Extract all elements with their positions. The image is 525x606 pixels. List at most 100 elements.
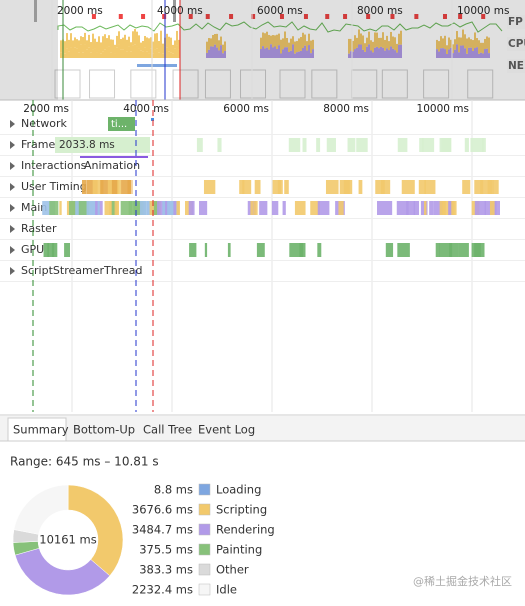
cpu-bar bbox=[482, 42, 484, 54]
frame-warn bbox=[458, 14, 463, 19]
cpu-bar bbox=[392, 48, 394, 58]
cpu-bar bbox=[160, 45, 162, 58]
cpu-bar bbox=[292, 44, 294, 58]
cpu-bar bbox=[80, 44, 82, 58]
overview-label-bg bbox=[507, 37, 525, 51]
cpu-bar bbox=[376, 32, 378, 47]
event bbox=[474, 180, 484, 194]
event bbox=[272, 180, 282, 194]
event bbox=[242, 180, 245, 194]
cpu-bar bbox=[446, 45, 448, 54]
cpu-bar bbox=[260, 37, 262, 50]
event bbox=[196, 138, 203, 152]
cpu-bar bbox=[136, 46, 138, 58]
cpu-bar bbox=[350, 38, 352, 52]
cpu-bar bbox=[212, 46, 214, 58]
expand-arrow bbox=[10, 141, 15, 149]
event bbox=[191, 201, 195, 215]
cpu-bar bbox=[382, 47, 384, 58]
cpu-bar bbox=[216, 33, 218, 48]
tab[interactable]: Bottom-Up bbox=[73, 423, 135, 437]
cpu-bar bbox=[262, 46, 264, 58]
event bbox=[302, 138, 307, 152]
cpu-bar bbox=[380, 37, 382, 47]
cpu-bar bbox=[66, 33, 68, 49]
track-name: ScriptStreamerThread bbox=[21, 264, 142, 277]
cpu-bar bbox=[116, 35, 118, 48]
track-name: Main bbox=[21, 201, 47, 214]
cpu-bar bbox=[304, 45, 306, 58]
cpu-bar bbox=[100, 53, 102, 58]
event bbox=[377, 201, 387, 215]
cpu-bar bbox=[474, 32, 476, 49]
cpu-bar bbox=[210, 46, 212, 58]
cpu-bar bbox=[178, 49, 180, 58]
cpu-bar bbox=[390, 31, 392, 47]
tab[interactable]: Call Tree bbox=[143, 423, 192, 437]
event bbox=[421, 138, 435, 152]
tab[interactable]: Event Log bbox=[198, 423, 255, 437]
cpu-bar bbox=[372, 41, 374, 53]
cpu-bar bbox=[208, 38, 210, 50]
cpu-bar bbox=[370, 40, 372, 51]
cpu-bar bbox=[206, 52, 208, 58]
cpu-bar bbox=[146, 51, 148, 58]
cpu-bar bbox=[348, 38, 350, 54]
cpu-bar bbox=[364, 51, 366, 58]
cpu-bar bbox=[366, 37, 368, 47]
event bbox=[92, 180, 104, 194]
frame-warn bbox=[303, 14, 308, 19]
event bbox=[120, 201, 133, 215]
cpu-bar bbox=[304, 34, 306, 46]
cpu-bar bbox=[310, 53, 312, 58]
track-name: User Timing bbox=[21, 180, 87, 193]
cpu-bar bbox=[154, 49, 156, 58]
event bbox=[338, 201, 344, 215]
cpu-bar bbox=[96, 52, 98, 58]
cpu-bar bbox=[214, 33, 216, 45]
cpu-bar bbox=[144, 35, 146, 48]
cpu-bar bbox=[110, 52, 112, 58]
cpu-bar bbox=[128, 46, 130, 58]
tab[interactable]: Summary bbox=[13, 423, 69, 437]
cpu-bar bbox=[100, 42, 102, 54]
cpu-bar bbox=[78, 52, 80, 58]
event bbox=[167, 201, 180, 215]
cpu-bar bbox=[436, 39, 438, 50]
cpu-bar bbox=[464, 34, 466, 49]
expand-arrow bbox=[10, 183, 15, 191]
cpu-bar bbox=[112, 49, 114, 58]
cpu-bar bbox=[382, 32, 384, 48]
cpu-bar bbox=[472, 51, 474, 58]
event bbox=[317, 201, 330, 215]
event bbox=[259, 201, 268, 215]
cpu-bar bbox=[206, 41, 208, 53]
range: Range: 645 ms – 10.81 s bbox=[10, 455, 159, 469]
cpu-bar bbox=[286, 37, 288, 48]
cpu-bar bbox=[298, 38, 300, 52]
cpu-bar bbox=[360, 33, 362, 45]
event bbox=[494, 201, 500, 215]
frame bbox=[55, 137, 150, 153]
cpu-bar bbox=[104, 49, 106, 58]
donut-total: 10161 ms bbox=[39, 533, 96, 547]
cpu-bar bbox=[284, 31, 286, 48]
legend-value: 2232.4 ms bbox=[132, 583, 193, 597]
event bbox=[358, 180, 363, 194]
cpu-bar bbox=[60, 40, 62, 53]
event bbox=[449, 243, 459, 257]
cpu-bar bbox=[476, 38, 478, 48]
cpu-bar bbox=[90, 42, 92, 53]
cpu-bar bbox=[122, 49, 124, 58]
cpu-bar bbox=[272, 47, 274, 58]
cpu-bar bbox=[464, 48, 466, 58]
cpu-bar bbox=[142, 40, 144, 52]
cpu-bar bbox=[112, 39, 114, 50]
event bbox=[86, 180, 98, 194]
cpu-bar bbox=[270, 44, 272, 58]
tick-label: 10000 ms bbox=[417, 103, 469, 115]
net-box bbox=[89, 69, 116, 99]
cpu-bar bbox=[310, 40, 312, 54]
cpu-bar bbox=[140, 50, 142, 58]
